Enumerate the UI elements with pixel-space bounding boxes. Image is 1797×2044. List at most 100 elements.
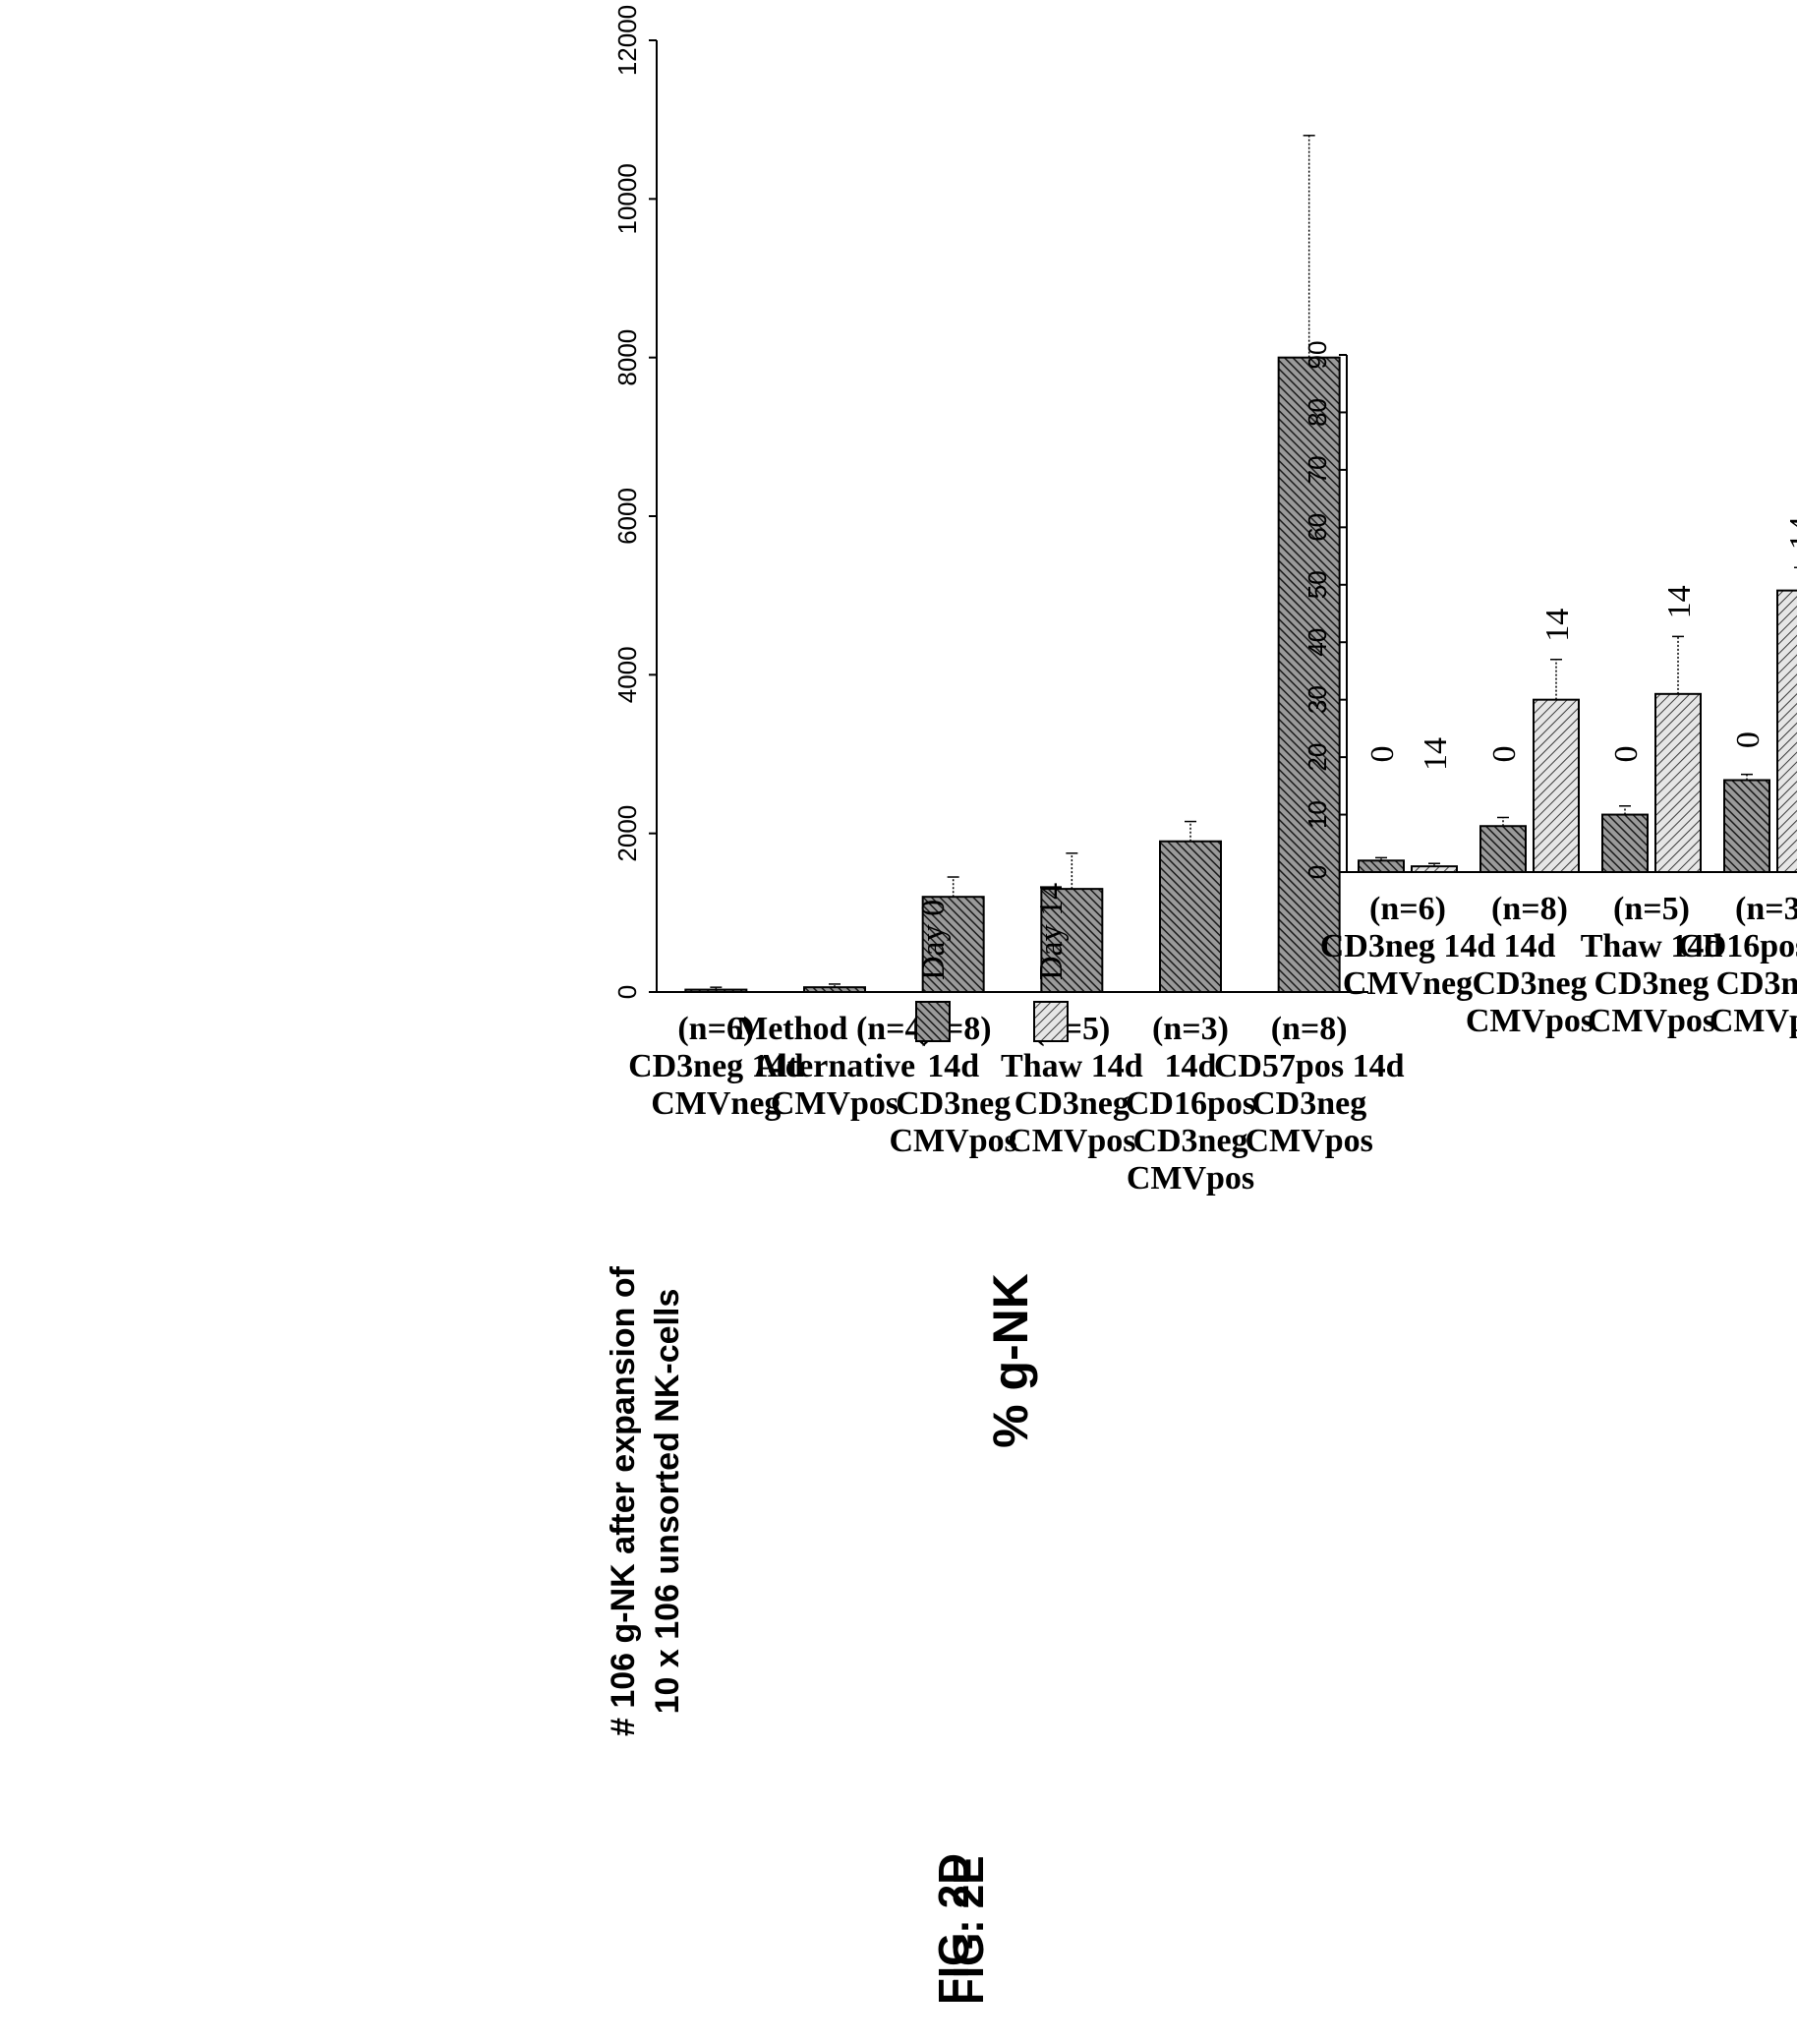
- chart-2d-category-line: 14d: [927, 1048, 979, 1084]
- chart-2e-category-line: CMVpos: [1466, 1003, 1594, 1039]
- chart-2e-day-label: 0: [1608, 746, 1645, 763]
- chart-2e-category-line: CMVpos: [1588, 1003, 1715, 1039]
- fig-2d-label: FIG. 2D: [930, 1853, 978, 2005]
- chart-2e-category-line: 14d: [1504, 928, 1556, 964]
- chart-2e-bar: [1479, 825, 1527, 873]
- chart-2e-tick-label: 30: [1303, 685, 1332, 714]
- chart-2d-category-line: CMVpos: [889, 1123, 1016, 1159]
- chart-2d-tick-label: 0: [612, 985, 642, 999]
- chart-2e-day-label: 0: [1730, 731, 1767, 748]
- chart-2e-bar: [1654, 692, 1702, 873]
- chart-2e-category-line: Thaw 14d: [1581, 928, 1723, 964]
- chart-2d-ylabel-line-1: # 106 g-NK after expansion of: [605, 1265, 642, 1736]
- chart-2d-bar: [803, 986, 866, 993]
- chart-2d-category-line: CD16pos: [1126, 1085, 1255, 1122]
- chart-2e-category-line: (n=6): [1369, 891, 1446, 927]
- chart-2e-tick-label: 60: [1303, 513, 1332, 542]
- chart-2d-ylabel-line-2: 10 x 106 unsorted NK-cells: [649, 1289, 686, 1715]
- chart-2d: FIG. 2D # 106 g-NK after expansion of 10…: [605, 5, 1405, 2005]
- chart-2e-category-line: (n=8): [1491, 891, 1568, 927]
- chart-2d-category-line: (n=3): [1152, 1011, 1229, 1047]
- chart-2e-bars: [1358, 589, 1797, 873]
- chart-2e-bar: [1601, 813, 1649, 873]
- legend-label-day-14: Day 14: [1033, 883, 1070, 980]
- chart-2d-bar: [1159, 840, 1222, 993]
- chart-2d-axes: [656, 40, 1368, 993]
- chart-2e-tick-label: 70: [1303, 455, 1332, 484]
- chart-2e-bar: [1358, 859, 1405, 873]
- chart-2e-category-line: CMVneg: [1343, 965, 1473, 1002]
- chart-2d-category-line: CD3neg: [1251, 1085, 1366, 1122]
- chart-2e-bar: [1533, 698, 1580, 873]
- chart-2e-day-labels: 014014014014014: [1364, 516, 1797, 771]
- chart-2e-category-line: CMVpos: [1710, 1003, 1797, 1039]
- chart-2d-tick-label: 10000: [612, 163, 642, 234]
- chart-2e-legend: Day 0 Day 14: [915, 883, 1070, 1042]
- chart-2e-ticks: 0 10 20 30 40 50 60 70 80 90: [1303, 341, 1347, 879]
- chart-2d-category-line: Alternative: [754, 1048, 915, 1084]
- chart-2e-category-line: CD3neg: [1472, 965, 1587, 1002]
- chart-2d-category-line: CMVpos: [1008, 1123, 1135, 1159]
- chart-2e-tick-label: 10: [1303, 800, 1332, 829]
- chart-2d-category-line: CMVneg: [651, 1085, 781, 1122]
- chart-2d-category-line: (n=6): [677, 1011, 754, 1047]
- chart-2d-category-line: 14d: [1165, 1048, 1217, 1084]
- chart-2d-category-line: Method (n=4): [736, 1011, 933, 1047]
- chart-2d-category-line: CD3neg: [896, 1085, 1011, 1122]
- chart-2e-category-line: (n=5): [1613, 891, 1690, 927]
- chart-2e-bar: [1411, 865, 1458, 873]
- chart-2e-category-line: CD3neg: [1715, 965, 1797, 1002]
- fig-2e-label: FIG. 2E: [945, 1855, 993, 2005]
- chart-2d-category-line: CD3neg 14d: [628, 1048, 804, 1084]
- chart-2e-bar: [1723, 779, 1770, 873]
- chart-2e-day-label: 14: [1783, 516, 1797, 550]
- chart-2e-day-label: 0: [1486, 746, 1523, 763]
- chart-2e-category-line: (n=3): [1735, 891, 1797, 927]
- chart-2e-tick-label: 50: [1303, 570, 1332, 599]
- chart-2e-day-label: 14: [1418, 737, 1454, 771]
- chart-2d-category-line: CD3neg: [1014, 1085, 1130, 1122]
- chart-2e-bar: [1776, 589, 1797, 873]
- chart-2e-category-line: CD3neg 14d: [1320, 928, 1496, 964]
- chart-2e-tick-label: 40: [1303, 628, 1332, 657]
- chart-2d-bar: [684, 988, 748, 993]
- chart-2d-tick-label: 2000: [612, 805, 642, 862]
- chart-2d-tick-label: 8000: [612, 329, 642, 386]
- chart-2e-day-label: 14: [1539, 609, 1576, 642]
- chart-2d-category-line: CD3neg: [1132, 1123, 1247, 1159]
- chart-2d-tick-label: 12000: [612, 5, 642, 76]
- legend-label-day-0: Day 0: [915, 900, 952, 980]
- chart-2d-error-bars: [710, 135, 1315, 990]
- chart-2e-tick-label: 80: [1303, 398, 1332, 427]
- chart-2d-category-line: CD57pos 14d: [1214, 1048, 1405, 1084]
- chart-2e-tick-label: 0: [1303, 865, 1332, 879]
- chart-2d-category-line: Thaw 14d: [1001, 1048, 1143, 1084]
- chart-2d-category-line: CMVpos: [771, 1085, 898, 1122]
- chart-2e-day-label: 14: [1661, 585, 1698, 618]
- chart-2d-bars: [684, 356, 1341, 993]
- rotated-figure-group: FIG. 2D # 106 g-NK after expansion of 10…: [605, 5, 1797, 2005]
- chart-2d-bar: [1277, 356, 1341, 993]
- chart-2e-category-line: CD3neg: [1594, 965, 1709, 1002]
- legend-swatch-day-14: [1033, 1001, 1069, 1042]
- chart-2d-tick-label: 4000: [612, 646, 642, 703]
- chart-2d-category-line: CMVpos: [1127, 1160, 1254, 1197]
- chart-2e-category-line: CD16pos 14d: [1678, 928, 1797, 964]
- chart-2d-category-line: (n=8): [1271, 1011, 1348, 1047]
- chart-2d-tick-label: 6000: [612, 488, 642, 545]
- chart-2e-day-label: 0: [1364, 746, 1401, 763]
